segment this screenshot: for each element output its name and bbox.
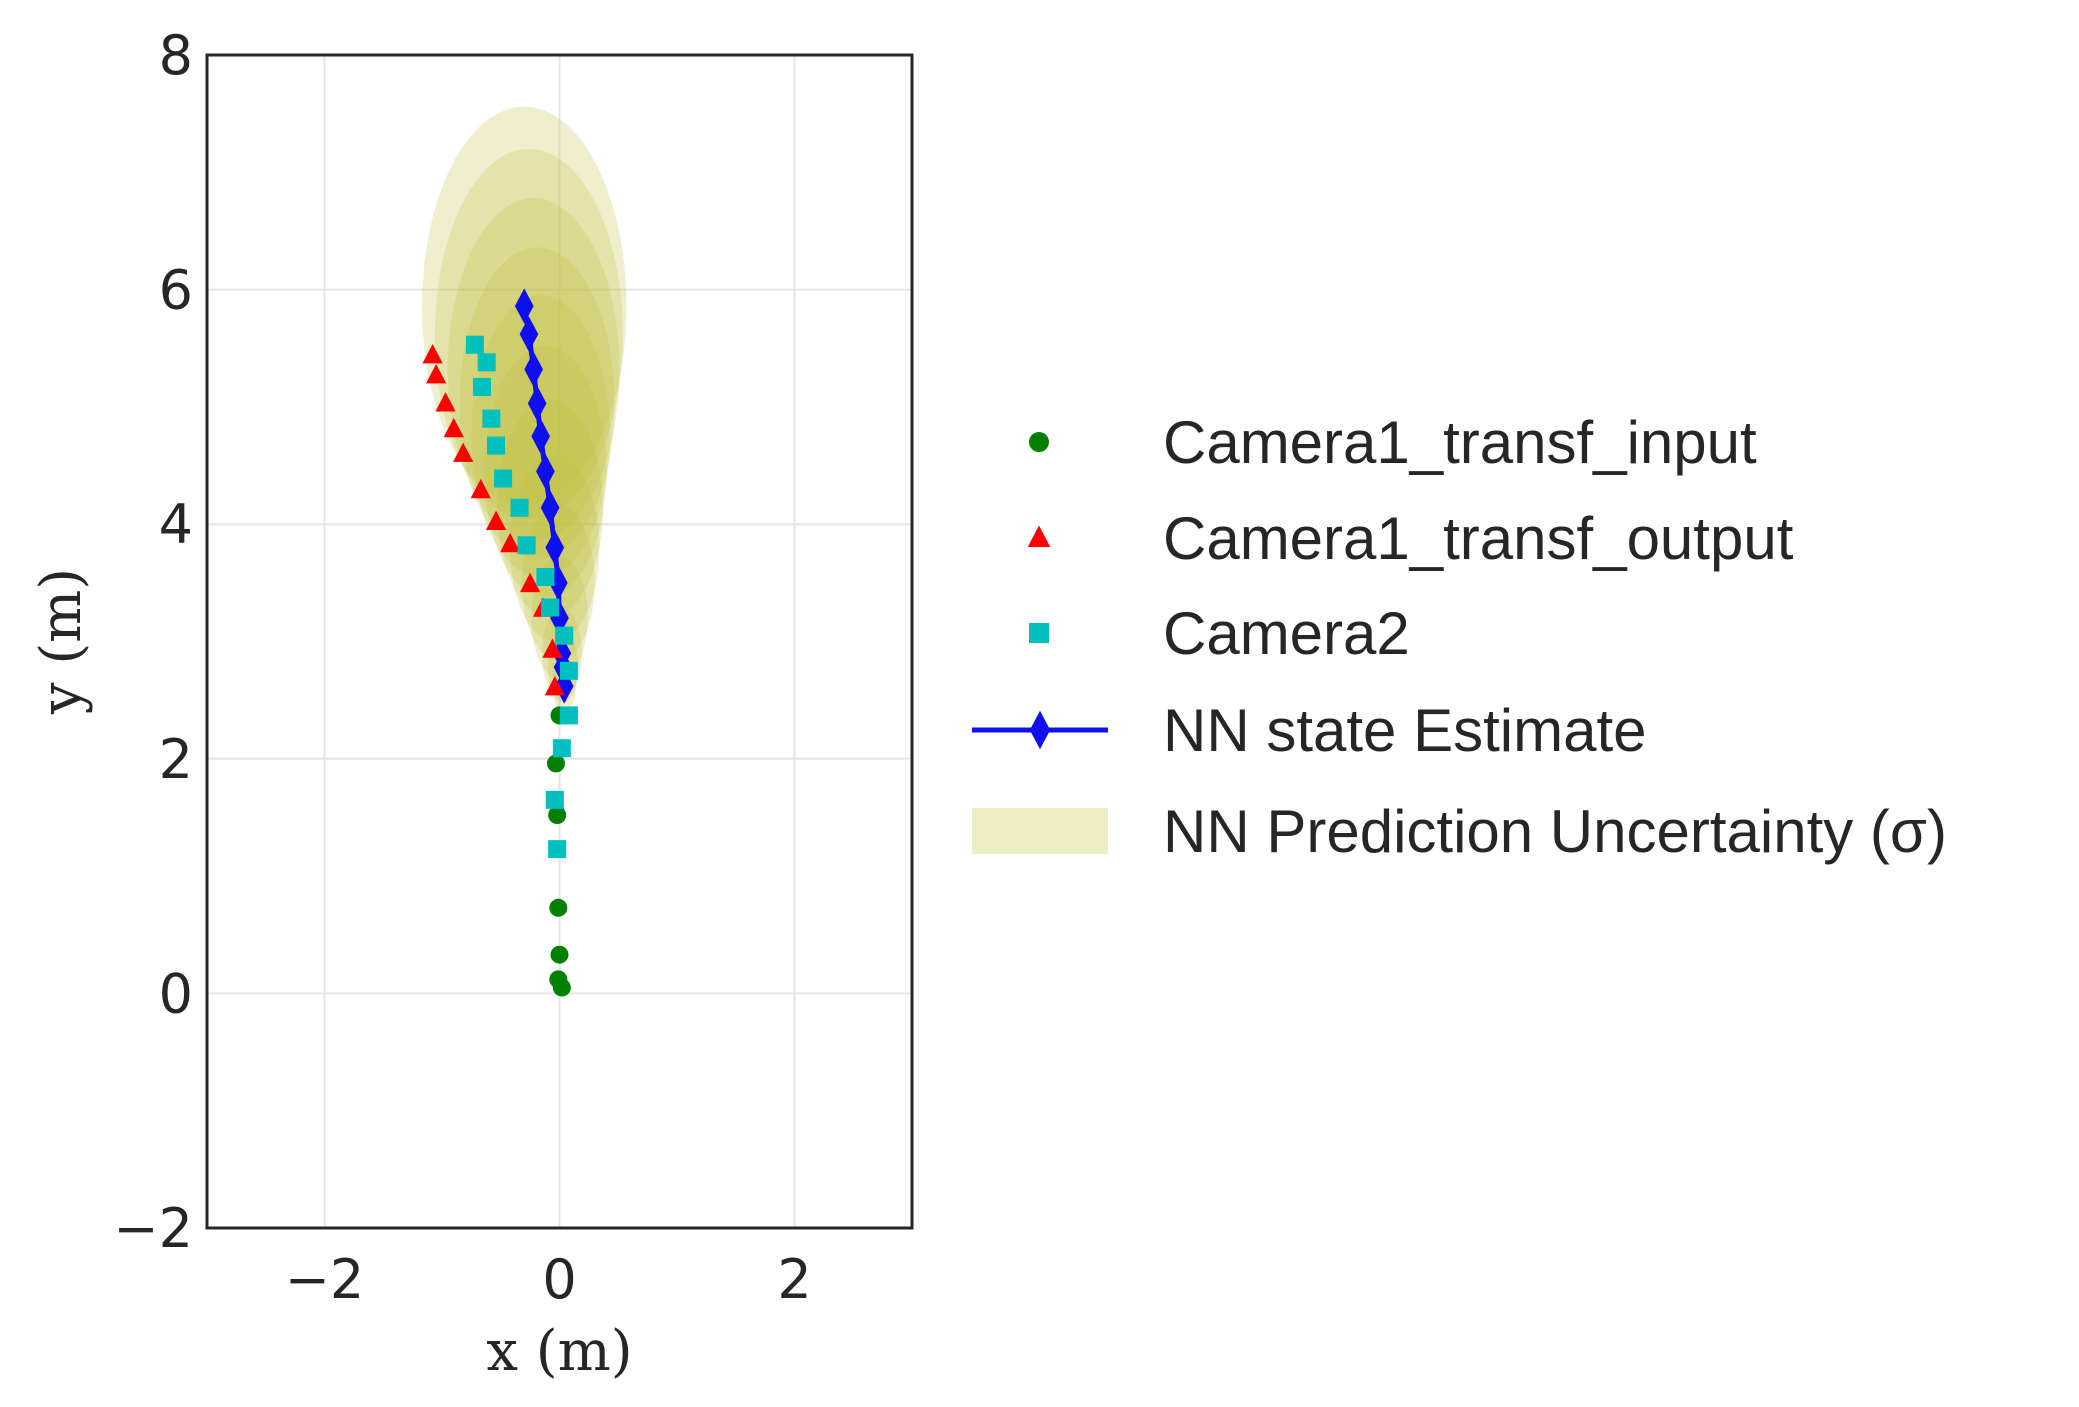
legend-label: NN Prediction Uncertainty (σ)	[1163, 798, 1947, 865]
camera1-input-point	[550, 945, 569, 964]
y-tick-labels: −2 0 2 4 6 8	[113, 24, 193, 1260]
nn-estimate-point	[548, 565, 568, 601]
y-tick-label: −2	[113, 1197, 193, 1260]
nn-estimate-point	[519, 316, 539, 352]
legend-symbol	[1029, 623, 1049, 643]
camera2-point	[482, 409, 501, 428]
legend-label: Camera1_transf_input	[1163, 409, 1757, 476]
camera1-output-point	[500, 532, 521, 553]
camera2-point	[494, 469, 513, 488]
camera1-input-point	[549, 898, 568, 917]
camera2-point	[510, 498, 529, 517]
y-tick-label: 6	[159, 259, 193, 322]
camera2-point	[536, 567, 555, 586]
camera2-point	[555, 626, 574, 645]
legend: Camera1_transf_input Camera1_transf_outpu…	[972, 409, 1947, 865]
camera2-point	[472, 377, 491, 396]
camera1-output-point	[422, 344, 443, 364]
scatter-series	[422, 335, 578, 997]
legend-symbol	[972, 808, 1108, 854]
nn-estimate-point	[540, 490, 560, 526]
camera1-output-point	[443, 417, 464, 438]
camera2-point	[487, 436, 506, 455]
camera1-output-point	[470, 478, 491, 499]
camera2-point	[545, 790, 564, 809]
x-axis-label: x (m)	[486, 1319, 632, 1384]
x-tick-labels: −2 0 2	[285, 1248, 812, 1311]
x-tick-label: 0	[542, 1248, 576, 1311]
camera2-point	[552, 739, 571, 758]
nn-estimate-point	[514, 288, 534, 324]
camera2-point	[477, 353, 496, 372]
nn-estimate-point	[545, 530, 565, 566]
camera1-output-point	[426, 363, 447, 384]
y-tick-label: 0	[159, 962, 193, 1025]
legend-patch	[972, 808, 1108, 854]
camera1-output-point	[520, 572, 541, 593]
camera1-output-point	[544, 675, 565, 696]
legend-label: Camera1_transf_output	[1163, 505, 1794, 572]
camera1-output-point	[435, 392, 456, 412]
legend-marker	[1029, 710, 1051, 750]
camera2-point	[541, 598, 560, 617]
camera1-input-point	[548, 806, 567, 825]
camera1-output-point	[453, 442, 474, 462]
plot-frame	[205, 53, 914, 1230]
nn-estimate-point	[531, 418, 551, 454]
y-tick-label: 4	[159, 493, 193, 556]
x-tick-label: −2	[285, 1248, 365, 1311]
camera2-point	[465, 335, 484, 354]
y-tick-label: 8	[159, 24, 193, 87]
nn-estimate-point	[524, 351, 543, 387]
camera1-output-point	[542, 638, 563, 658]
camera1-output-point	[485, 510, 507, 530]
legend-marker	[1027, 525, 1051, 547]
legend-symbol	[972, 710, 1108, 750]
camera2-point	[517, 536, 536, 555]
camera2-point	[548, 840, 567, 859]
y-axis-label: y (m)	[29, 568, 94, 715]
camera1-input-point	[546, 754, 565, 773]
legend-marker	[1029, 432, 1049, 452]
x-tick-label: 2	[777, 1248, 811, 1311]
legend-symbol	[1029, 432, 1049, 452]
y-tick-label: 2	[159, 728, 193, 791]
legend-symbol	[1027, 525, 1051, 547]
legend-label: NN state Estimate	[1163, 697, 1647, 764]
legend-marker	[1029, 623, 1049, 643]
nn-estimate-point	[527, 385, 547, 421]
legend-label: Camera2	[1163, 600, 1410, 667]
nn-estimate-point	[536, 453, 555, 490]
camera2-point	[559, 706, 578, 725]
camera2-point	[559, 661, 578, 680]
camera1-input-point	[549, 970, 568, 989]
